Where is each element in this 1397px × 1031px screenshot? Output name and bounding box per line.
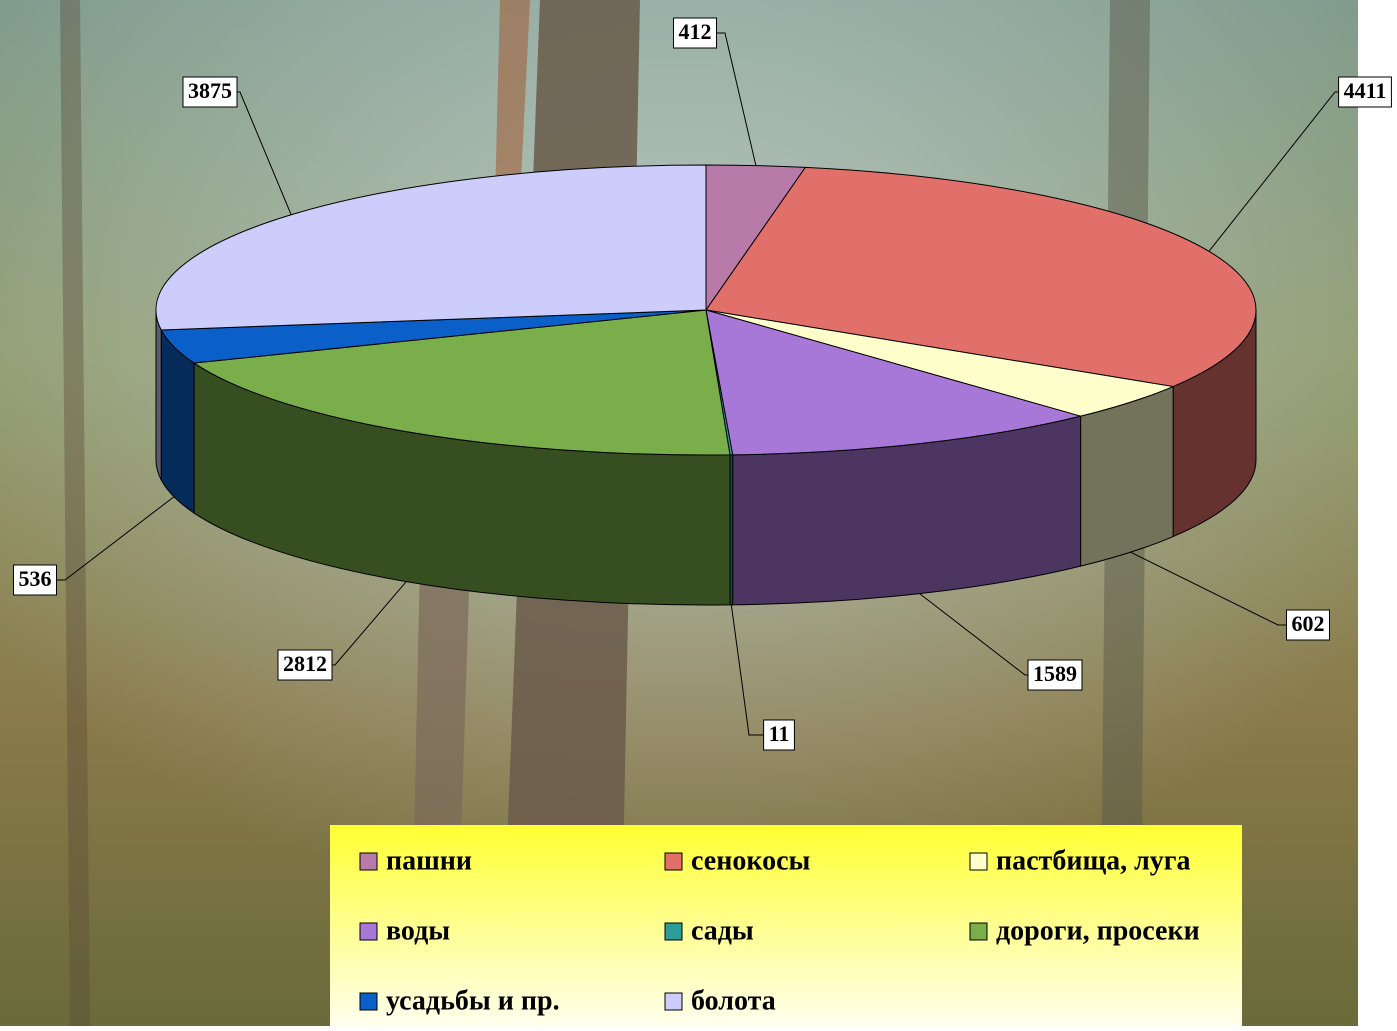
pie-tops [155, 164, 1257, 456]
value-label: 4411 [1344, 78, 1387, 103]
value-label-box [1027, 659, 1083, 691]
value-labels: 412 4411 602 1589 11 2812 536 3875 [13, 17, 1392, 751]
legend-swatch [359, 852, 378, 871]
legend-label: воды [386, 915, 450, 946]
legend-swatch [664, 992, 683, 1011]
value-label-box [673, 17, 717, 49]
legend-swatch [969, 922, 988, 941]
legend-label: болота [691, 985, 776, 1016]
slice-side [1080, 385, 1174, 567]
value-label: 2812 [283, 651, 327, 676]
legend-swatch [359, 992, 378, 1011]
legend-label: сенокосы [691, 845, 811, 876]
legend-label: пастбища, луга [996, 845, 1191, 876]
value-label-box [13, 564, 57, 596]
legend-swatch [664, 922, 683, 941]
value-label: 3875 [188, 78, 232, 103]
value-label-box [182, 76, 238, 108]
value-label: 11 [769, 721, 790, 746]
slice [705, 166, 1257, 388]
pie-sides [155, 309, 1257, 606]
value-label-box [763, 719, 795, 751]
legend-swatch [969, 852, 988, 871]
value-label-box [1286, 609, 1330, 641]
slice-side [155, 309, 162, 481]
slice [155, 164, 707, 331]
legend-swatch [664, 852, 683, 871]
legend-label: пашни [386, 845, 472, 876]
value-label: 536 [19, 566, 52, 591]
legend-label: дороги, просеки [996, 915, 1200, 946]
value-label-box [1338, 76, 1392, 108]
value-label-box [277, 649, 333, 681]
value-label: 412 [679, 19, 712, 44]
slice [192, 309, 731, 456]
legend-label: сады [691, 915, 754, 946]
value-label: 602 [1292, 611, 1325, 636]
slice [705, 309, 1083, 456]
legend-box [330, 825, 1242, 1026]
legend-label: усадьбы и пр. [386, 985, 560, 1016]
legend: пашни сенокосы пастбища, луга воды сады дорог… [359, 845, 1200, 1016]
legend-swatch [359, 922, 378, 941]
value-label: 1589 [1033, 661, 1077, 686]
